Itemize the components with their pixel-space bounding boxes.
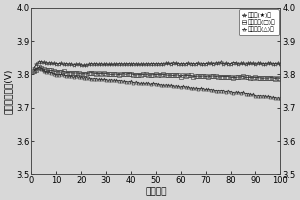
Line: 改性方式(□)：: 改性方式(□)： bbox=[32, 66, 282, 80]
Y-axis label: 放电中值电压(V): 放电中值电压(V) bbox=[4, 68, 13, 114]
改性方式(△)： bbox=[162, 84, 165, 87]
改性方式(□)： bbox=[92, 72, 95, 74]
改性方式(△)： bbox=[261, 95, 265, 97]
未改性(★)： bbox=[82, 64, 85, 67]
未改性(★)： bbox=[162, 63, 165, 65]
未改性(★)： bbox=[261, 62, 265, 65]
改性方式(□)： bbox=[162, 73, 165, 76]
改性方式(△)： bbox=[37, 66, 41, 69]
改性方式(□)： bbox=[37, 66, 41, 69]
Line: 未改性(★)：: 未改性(★)： bbox=[32, 60, 283, 70]
未改性(★)： bbox=[182, 63, 185, 65]
未改性(★)： bbox=[279, 63, 282, 66]
改性方式(□)： bbox=[182, 74, 185, 76]
未改性(★)： bbox=[32, 67, 36, 69]
改性方式(□)： bbox=[261, 77, 265, 80]
改性方式(△)： bbox=[268, 96, 272, 98]
未改性(★)： bbox=[268, 62, 272, 64]
未改性(★)： bbox=[37, 60, 41, 63]
Line: 改性方式(△)：: 改性方式(△)： bbox=[32, 66, 282, 100]
改性方式(△)： bbox=[82, 77, 85, 79]
改性方式(□)： bbox=[82, 72, 85, 75]
改性方式(△)： bbox=[92, 77, 95, 80]
X-axis label: 循环次数: 循环次数 bbox=[145, 187, 166, 196]
改性方式(△)： bbox=[279, 97, 282, 99]
改性方式(△)： bbox=[182, 85, 185, 87]
改性方式(□)： bbox=[274, 77, 277, 80]
Legend: 未改性(★)：, 改性方式(□)：, 改性方式(△)：: 未改性(★)：, 改性方式(□)：, 改性方式(△)： bbox=[239, 9, 279, 35]
改性方式(△)： bbox=[32, 70, 36, 72]
改性方式(□)： bbox=[279, 77, 282, 80]
改性方式(□)： bbox=[268, 76, 272, 79]
改性方式(□)： bbox=[32, 70, 36, 72]
未改性(★)： bbox=[92, 63, 95, 65]
